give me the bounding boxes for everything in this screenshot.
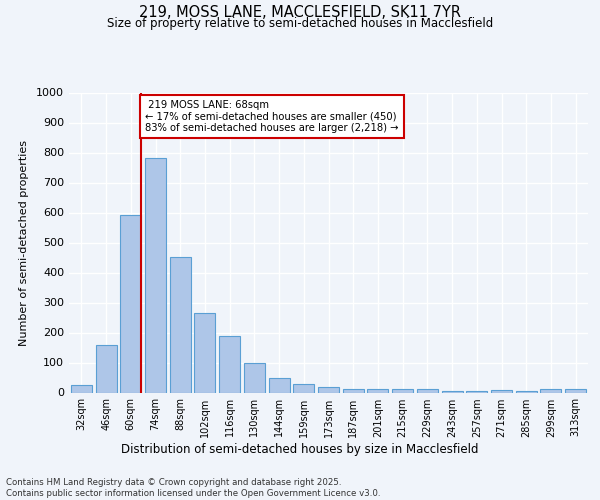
Bar xyxy=(318,388,339,392)
Bar xyxy=(170,257,191,392)
Bar xyxy=(392,389,413,392)
Text: 219, MOSS LANE, MACCLESFIELD, SK11 7YR: 219, MOSS LANE, MACCLESFIELD, SK11 7YR xyxy=(139,5,461,20)
Text: Distribution of semi-detached houses by size in Macclesfield: Distribution of semi-detached houses by … xyxy=(121,442,479,456)
Bar xyxy=(269,378,290,392)
Bar xyxy=(466,391,487,392)
Bar xyxy=(145,158,166,392)
Bar xyxy=(95,345,116,393)
Bar xyxy=(219,336,240,392)
Bar xyxy=(293,384,314,392)
Bar xyxy=(491,390,512,392)
Bar xyxy=(71,385,92,392)
Bar xyxy=(417,388,438,392)
Bar xyxy=(244,363,265,392)
Bar xyxy=(565,389,586,392)
Text: Contains HM Land Registry data © Crown copyright and database right 2025.
Contai: Contains HM Land Registry data © Crown c… xyxy=(6,478,380,498)
Bar xyxy=(367,388,388,392)
Text: Size of property relative to semi-detached houses in Macclesfield: Size of property relative to semi-detach… xyxy=(107,18,493,30)
Bar xyxy=(541,389,562,392)
Bar xyxy=(120,214,141,392)
Text: 219 MOSS LANE: 68sqm
← 17% of semi-detached houses are smaller (450)
83% of semi: 219 MOSS LANE: 68sqm ← 17% of semi-detac… xyxy=(145,100,398,133)
Bar xyxy=(442,391,463,392)
Bar xyxy=(194,313,215,392)
Bar xyxy=(343,388,364,392)
Bar xyxy=(516,391,537,392)
Y-axis label: Number of semi-detached properties: Number of semi-detached properties xyxy=(19,140,29,346)
